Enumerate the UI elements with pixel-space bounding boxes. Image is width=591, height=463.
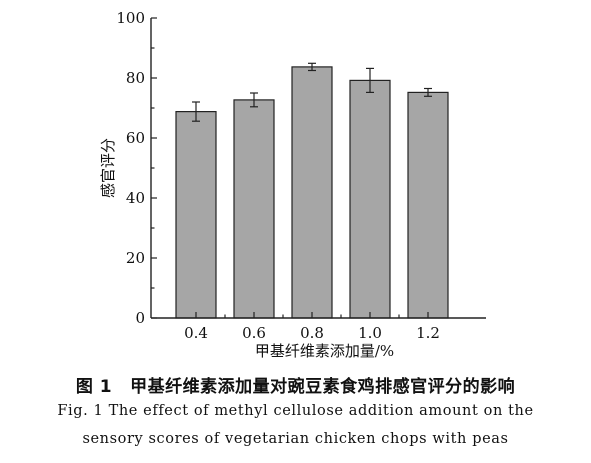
bar-1.0 — [349, 79, 391, 319]
bar-0.8 — [291, 66, 333, 319]
y-tick-label: 0 — [135, 309, 145, 327]
x-tick-label: 0.6 — [242, 324, 266, 342]
x-axis-title: 甲基纤维素添加量/% — [255, 342, 394, 360]
figure-caption-chinese-text: 甲基纤维素添加量对豌豆素食鸡排感官评分的影响 — [130, 377, 516, 397]
bar-0.4 — [175, 110, 217, 319]
bar-1.2 — [407, 91, 449, 319]
y-tick-label: 60 — [126, 129, 145, 147]
x-tick-label: 0.8 — [300, 324, 324, 342]
bar-chart: 0 20 40 60 80 100 0.4 0.6 0.8 1.0 1.2 感官评分 甲基纤维素添… — [99, 9, 486, 360]
y-tick-label: 80 — [126, 69, 145, 87]
figure-caption-chinese: 图 1 甲基纤维素添加量对豌豆素食鸡排感官评分的影响 — [0, 372, 591, 397]
y-tick-label: 40 — [126, 189, 145, 207]
x-tick-label: 1.0 — [358, 324, 382, 342]
error-bar-1.2 — [424, 87, 432, 97]
y-tick-label: 100 — [116, 9, 145, 27]
bars — [175, 66, 449, 319]
error-bars — [192, 62, 432, 122]
y-axis-title: 感官评分 — [99, 138, 117, 198]
error-bar-0.8 — [308, 62, 316, 72]
y-axis-ticks: 0 20 40 60 80 100 — [116, 9, 157, 327]
x-tick-label: 1.2 — [416, 324, 440, 342]
bar-0.6 — [233, 99, 275, 319]
figure-number: 图 1 — [75, 377, 113, 397]
x-tick-label: 0.4 — [184, 324, 208, 342]
error-bar-0.6 — [250, 92, 258, 108]
error-bar-1.0 — [366, 67, 374, 94]
figure-caption-english-line1: Fig. 1 The effect of methyl cellulose ad… — [57, 403, 534, 419]
y-tick-label: 20 — [126, 249, 145, 267]
x-axis-ticks: 0.4 0.6 0.8 1.0 1.2 — [184, 312, 440, 342]
error-bar-0.4 — [192, 101, 200, 122]
figure-caption-english-line2: sensory scores of vegetarian chicken cho… — [82, 431, 509, 447]
